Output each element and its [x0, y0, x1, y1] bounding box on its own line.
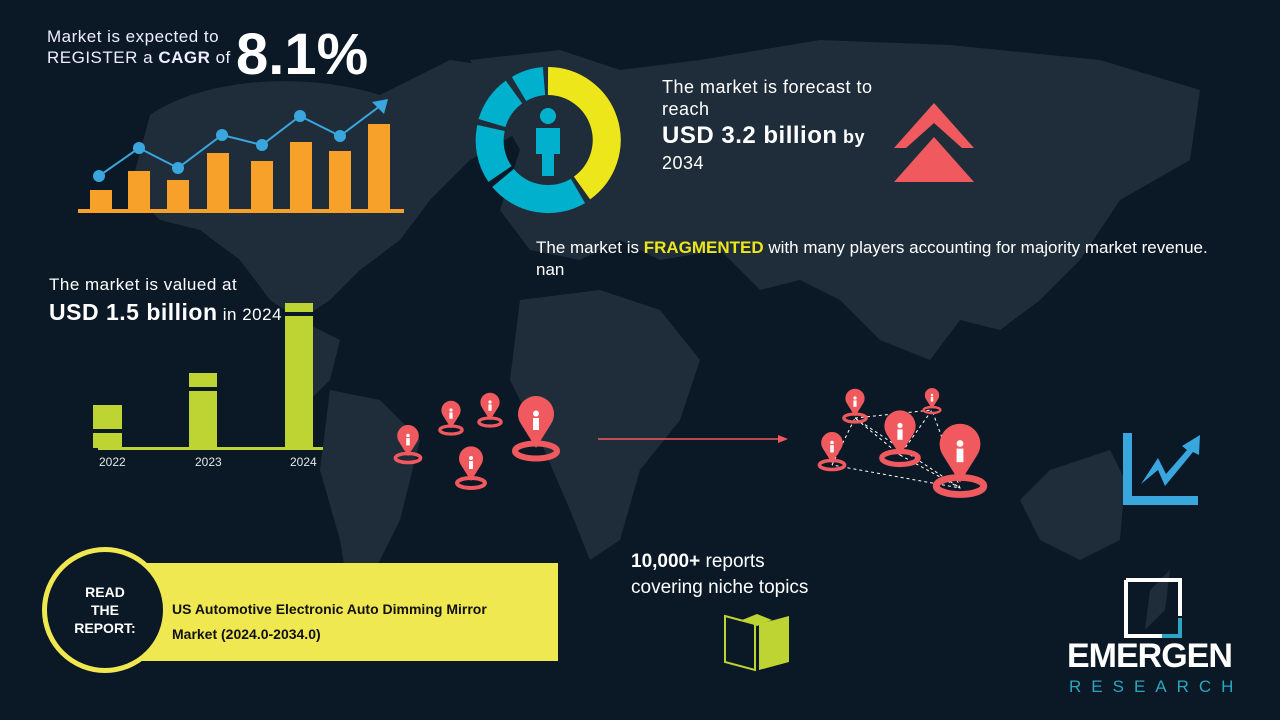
- forecast-caption: The market is forecast to reach USD 3.2 …: [662, 76, 902, 174]
- location-pin-icon: [438, 399, 464, 436]
- value-bar-2022: [93, 405, 122, 448]
- cagr-caption: Market is expected to REGISTER a CAGR of: [47, 26, 231, 68]
- logo-subtitle: RESEARCH: [1069, 677, 1244, 696]
- forecast-year: 2034: [662, 153, 705, 173]
- growth-bar: [290, 142, 312, 210]
- fragmented-post: with many players accounting for majorit…: [536, 238, 1208, 279]
- value-bar-2023: [189, 373, 217, 448]
- report-label: REPORT:: [74, 620, 136, 636]
- read-report-button[interactable]: READ THE REPORT:: [42, 547, 168, 673]
- double-chevron-up-icon: [894, 103, 974, 182]
- year-label: 2024: [290, 455, 317, 469]
- trend-chart-icon: [1123, 433, 1200, 505]
- read-label: READ: [85, 584, 125, 600]
- year-label: 2022: [99, 455, 126, 469]
- arrow-head: [778, 435, 788, 443]
- growth-arrowhead: [372, 99, 388, 114]
- location-pin-icon: [922, 386, 942, 415]
- emergen-logo-mark: [1124, 578, 1182, 638]
- valued-line1: The market is valued at: [49, 275, 238, 294]
- location-pin-icon: [455, 444, 487, 490]
- report-title-line1[interactable]: US Automotive Electronic Auto Dimming Mi…: [172, 601, 487, 617]
- valued-caption: The market is valued at USD 1.5 billion …: [49, 274, 282, 328]
- growth-bar: [207, 153, 229, 210]
- donut-person-icon: [475, 67, 621, 214]
- fragmented-highlight: FRAGMENTED: [643, 238, 764, 257]
- cagr-line2-pre: REGISTER a: [47, 48, 159, 67]
- cagr-line2-post: of: [210, 48, 231, 67]
- reports-caption: 10,000+ reports covering niche topics: [631, 549, 808, 601]
- forecast-by: by: [843, 127, 866, 147]
- value-baseline: [98, 447, 323, 450]
- cagr-value: 8.1%: [236, 22, 369, 87]
- forecast-line1: The market is forecast to reach: [662, 77, 873, 119]
- report-title-banner[interactable]: US Automotive Electronic Auto Dimming Mi…: [140, 563, 558, 661]
- growth-bar: [251, 161, 273, 210]
- valued-suffix: in 2024: [217, 305, 283, 324]
- growth-baseline: [78, 209, 404, 213]
- cagr-label: CAGR: [158, 48, 211, 67]
- reports-line2: covering niche topics: [631, 577, 809, 598]
- growth-bar-line-icon: [78, 99, 404, 213]
- fragmented-statement: The market is FRAGMENTED with many playe…: [536, 237, 1216, 281]
- reports-line1: reports: [700, 551, 765, 572]
- year-label: 2023: [195, 455, 222, 469]
- report-title-line2[interactable]: Market (2024.0-2034.0): [172, 626, 321, 642]
- value-bar-2024: [285, 303, 313, 448]
- growth-bar: [167, 180, 189, 210]
- growth-bar: [128, 171, 150, 210]
- location-pin-icon: [393, 423, 423, 465]
- forecast-amount: USD 3.2 billion: [662, 122, 838, 149]
- cagr-line1: Market is expected to: [47, 27, 220, 46]
- location-pin-icon: [936, 424, 984, 495]
- value-bar-icon: [93, 303, 323, 450]
- open-book-icon: [724, 614, 789, 672]
- growth-bar: [90, 190, 112, 210]
- growth-bar: [329, 151, 351, 210]
- reports-count: 10,000+: [631, 551, 701, 572]
- logo-name: EMERGEN: [1067, 637, 1233, 675]
- location-pin-icon: [477, 391, 503, 428]
- fragmented-pre: The market is: [536, 238, 644, 257]
- location-pin-icon: [515, 396, 557, 458]
- growth-line: [98, 105, 381, 177]
- the-label: THE: [90, 602, 119, 618]
- valued-amount: USD 1.5 billion: [49, 299, 218, 325]
- growth-bar: [368, 124, 390, 210]
